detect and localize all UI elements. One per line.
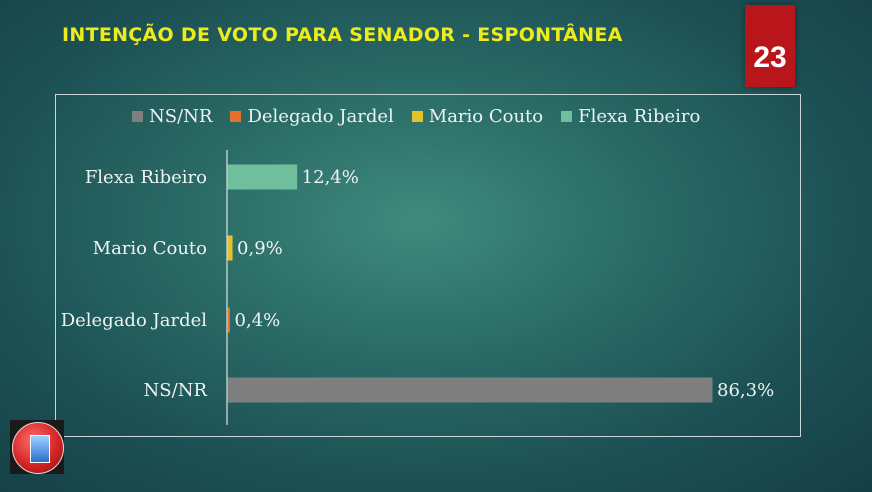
legend-item: Mario Couto <box>411 105 544 127</box>
data-label: 0,9% <box>237 238 283 259</box>
bar <box>227 235 233 261</box>
legend-item: Delegado Jardel <box>230 105 394 127</box>
category-label: Delegado Jardel <box>61 310 208 331</box>
legend-item: Flexa Ribeiro <box>561 106 700 127</box>
chart-title: INTENÇÃO DE VOTO PARA SENADOR - ESPONTÂN… <box>62 24 623 46</box>
legend-swatch <box>230 110 242 122</box>
legend-label: NS/NR <box>149 105 213 127</box>
page-number: 23 <box>753 41 787 74</box>
data-label: 0,4% <box>235 310 281 331</box>
legend-label: Mario Couto <box>428 105 544 127</box>
legend-swatch <box>132 110 143 122</box>
category-label: NS/NR <box>144 380 208 401</box>
logo-book <box>30 435 50 463</box>
legend-label: Flexa Ribeiro <box>578 105 701 127</box>
legend-swatch <box>411 110 423 122</box>
data-label: 12,4% <box>302 167 359 188</box>
category-label: Mario Couto <box>93 238 207 259</box>
bar <box>227 164 298 190</box>
data-label: 86,3% <box>717 380 774 401</box>
legend-swatch <box>561 110 573 122</box>
category-label: Flexa Ribeiro <box>85 167 207 188</box>
bar <box>227 307 230 333</box>
legend-label: Delegado Jardel <box>247 105 394 127</box>
chart-frame <box>55 94 801 437</box>
page-number-badge: 23 <box>745 5 795 87</box>
bar <box>227 377 713 403</box>
logo-circle <box>12 422 64 474</box>
book-logo-icon <box>10 420 64 474</box>
legend-item: NS/NR <box>132 106 212 127</box>
chart-legend: NS/NR Delegado Jardel Mario Couto Flexa Rib… <box>132 103 700 129</box>
